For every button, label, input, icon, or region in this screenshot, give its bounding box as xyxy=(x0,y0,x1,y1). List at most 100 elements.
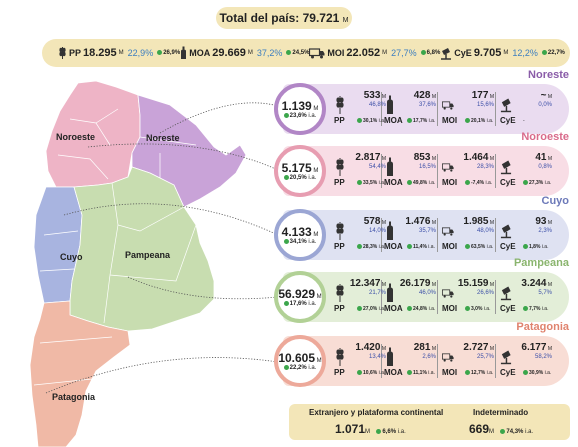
cell-var: 27,0% i.a. xyxy=(357,306,385,312)
cell-share: 54,4% xyxy=(368,164,386,170)
cell-category: PP xyxy=(334,242,345,251)
growth-dot-icon xyxy=(407,180,412,186)
cell-category: PP xyxy=(334,304,345,313)
cell-var: 11,1% i.a. xyxy=(407,370,435,376)
summary-moa-var: 24,5% xyxy=(286,49,309,56)
pump-icon xyxy=(440,47,452,60)
cell-var: 33,5% i.a. xyxy=(357,180,385,186)
summary-moa-unit: M xyxy=(247,50,253,56)
region-total-var: 17,6% i.a. xyxy=(283,300,316,307)
map-label-pampeana: Pampeana xyxy=(125,250,171,260)
summary-moa-label: MOA xyxy=(189,48,211,58)
cell-patagonia-moi: 2.727 M 25,7% MOI 12,7% i.a. xyxy=(442,340,500,382)
truck-icon xyxy=(442,282,454,304)
growth-dot-icon xyxy=(283,364,289,370)
region-total-value: 5.175 M xyxy=(281,160,319,175)
cell-value: 93 M xyxy=(535,216,552,227)
cell-separator xyxy=(381,218,382,252)
cell-share: 48,0% xyxy=(476,228,494,234)
growth-dot-icon xyxy=(407,118,412,124)
cell-category: MOA xyxy=(384,178,403,187)
cell-var: 1,8% i.a. xyxy=(523,244,548,250)
cell-separator xyxy=(437,154,438,188)
summary-moi: MOI 22.052 M 27,7% 6,8% xyxy=(309,47,440,59)
cell-value: 578 M xyxy=(363,216,386,227)
wheat-icon xyxy=(58,46,67,60)
region-total-var: 22,2% i.a. xyxy=(283,364,316,371)
cell-separator xyxy=(381,154,382,188)
cell-var: 7,7% i.a. xyxy=(523,306,548,312)
region-title-pampeana: Pampeana xyxy=(513,257,569,269)
cell-noreste-moa: 428 M 37,6% MOA 17,7% i.a. xyxy=(384,88,442,130)
summary-pp-label: PP xyxy=(69,48,82,58)
footer-box: Extranjero y plataforma continental 1.07… xyxy=(289,404,570,440)
cell-value: 177 M xyxy=(471,90,494,101)
cell-noroeste-pp: 2.817 M 54,4% PP 33,5% i.a. xyxy=(334,150,392,192)
cell-separator xyxy=(495,344,496,378)
cell-share: 2,3% xyxy=(538,228,552,234)
growth-dot-icon xyxy=(407,244,412,250)
region-title-cuyo: Cuyo xyxy=(541,195,570,207)
cell-share: 26,6% xyxy=(476,290,494,296)
bottle-icon xyxy=(384,156,396,178)
cell-noreste-pp: 533 M 46,8% PP 30,1% i.a. xyxy=(334,88,392,130)
growth-dot-icon xyxy=(357,370,362,376)
region-total-var: 23,6% i.a. xyxy=(283,112,316,119)
cell-cuyo-moi: 1.985 M 48,0% MOI 63,5% i.a. xyxy=(442,214,500,256)
cell-separator xyxy=(437,218,438,252)
cell-value: 281 M xyxy=(413,342,436,353)
cell-share: 2,6% xyxy=(422,354,436,360)
cell-share: 25,7% xyxy=(476,354,494,360)
region-panel-patagonia xyxy=(283,336,569,386)
cell-value: 1.476 M xyxy=(405,216,436,227)
cell-separator xyxy=(495,280,496,314)
region-total-var: 34,1% i.a. xyxy=(283,238,316,245)
cell-value: ~ M xyxy=(540,90,552,101)
footer-ext-title: Extranjero y plataforma continental xyxy=(309,408,444,417)
summary-cye-share: 12,2% xyxy=(512,48,538,58)
cell-patagonia-pp: 1.420 M 13,4% PP 10,6% i.a. xyxy=(334,340,392,382)
cell-value: 6.177 M xyxy=(521,342,552,353)
footer-ind-value: 669M 74,3% i.a. xyxy=(469,422,534,436)
cell-var: 10,6% i.a. xyxy=(357,370,385,376)
footer-ind-title: Indeterminado xyxy=(473,408,529,417)
region-panel-cuyo xyxy=(283,210,569,260)
cell-share: 58,2% xyxy=(534,354,552,360)
pump-icon xyxy=(500,156,512,178)
region-total-var: 20,5% i.a. xyxy=(283,174,316,181)
pump-icon xyxy=(500,94,512,116)
map-label-noroeste: Noroeste xyxy=(56,132,96,142)
growth-dot-icon xyxy=(407,370,412,376)
country-total-label: Total del país: 79.721 xyxy=(219,11,340,25)
cell-var: - xyxy=(523,118,525,124)
summary-moa-share: 37,2% xyxy=(256,48,283,58)
bottle-icon xyxy=(384,346,396,368)
cell-var: 49,8% i.a. xyxy=(407,180,435,186)
cell-var: 27,3% i.a. xyxy=(523,180,551,186)
map-label-patagonia: Patagonia xyxy=(52,392,96,402)
cell-noroeste-moa: 853 M 16,5% MOA 49,8% i.a. xyxy=(384,150,442,192)
cell-var: 17,7% i.a. xyxy=(407,118,435,124)
growth-dot-icon xyxy=(420,49,426,55)
growth-dot-icon xyxy=(465,244,470,250)
cell-patagonia-moa: 281 M 2,6% MOA 11,1% i.a. xyxy=(384,340,442,382)
cell-value: 428 M xyxy=(413,90,436,101)
summary-bar: PP 18.295 M 22,9% 26,9% MOA 29.669 M 37,… xyxy=(42,39,570,67)
cell-value: 1.420 M xyxy=(355,342,386,353)
summary-cye-unit: M xyxy=(503,50,509,56)
summary-cye-label: CyE xyxy=(454,48,472,58)
cell-cuyo-pp: 578 M 14,0% PP 28,3% i.a. xyxy=(334,214,392,256)
cell-category: CyE xyxy=(500,178,516,187)
region-title-noroeste: Noroeste xyxy=(521,131,569,143)
summary-cye: CyE 9.705 M 12,2% 22,7% xyxy=(440,47,565,60)
cell-pampeana-moi: 15.159 M 26,6% MOI 3,0% i.a. xyxy=(442,276,500,318)
cell-separator xyxy=(437,344,438,378)
cell-share: 14,0% xyxy=(368,228,386,234)
cell-separator xyxy=(381,344,382,378)
summary-moa: MOA 29.669 M 37,2% 24,5% xyxy=(180,46,309,60)
map-label-noreste: Noreste xyxy=(146,133,180,143)
bottle-icon xyxy=(180,46,187,60)
cell-category: PP xyxy=(334,178,345,187)
cell-separator xyxy=(495,154,496,188)
country-total: Total del país: 79.721 M xyxy=(216,7,352,29)
